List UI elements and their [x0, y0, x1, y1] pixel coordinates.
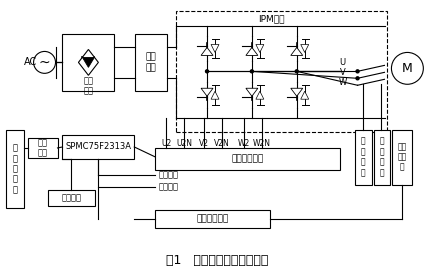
- Text: M: M: [401, 62, 412, 75]
- Text: 电流检测: 电流检测: [158, 170, 178, 179]
- Text: 整流
电路: 整流 电路: [83, 76, 93, 96]
- Text: 图1   变频调速系统结构框图: 图1 变频调速系统结构框图: [165, 254, 268, 267]
- Text: V2: V2: [199, 140, 209, 148]
- Polygon shape: [245, 47, 257, 56]
- Text: 电压检测: 电压检测: [158, 182, 178, 191]
- Circle shape: [355, 77, 358, 80]
- Polygon shape: [210, 91, 218, 99]
- Text: 霍
尔
元
件: 霍 尔 元 件: [359, 137, 364, 177]
- Text: U2: U2: [161, 140, 171, 148]
- Text: U2N: U2N: [176, 140, 192, 148]
- Polygon shape: [300, 91, 308, 99]
- Circle shape: [355, 70, 358, 73]
- Text: 霍
尔
元
件: 霍 尔 元 件: [378, 137, 383, 177]
- Text: U: U: [339, 58, 345, 67]
- Bar: [135, 33, 167, 91]
- Bar: [373, 130, 390, 185]
- Bar: [47, 190, 95, 206]
- Polygon shape: [255, 91, 263, 99]
- Bar: [62, 33, 114, 91]
- Bar: [6, 130, 23, 208]
- Bar: [155, 148, 339, 170]
- Text: W: W: [338, 78, 346, 87]
- Circle shape: [250, 70, 253, 73]
- Bar: [155, 210, 269, 228]
- Circle shape: [205, 70, 208, 73]
- Text: 编码
器测
速: 编码 器测 速: [397, 142, 406, 172]
- Polygon shape: [290, 47, 302, 56]
- Text: IPM模块: IPM模块: [258, 14, 284, 23]
- Circle shape: [295, 70, 298, 73]
- Text: V: V: [339, 68, 345, 77]
- Bar: [391, 130, 411, 185]
- Polygon shape: [82, 57, 94, 67]
- Text: W2N: W2N: [252, 140, 270, 148]
- Polygon shape: [201, 88, 213, 96]
- Text: 滤波
电路: 滤波 电路: [145, 53, 156, 72]
- Text: 串口
通信: 串口 通信: [37, 138, 47, 158]
- Polygon shape: [201, 47, 213, 56]
- Text: V2N: V2N: [214, 140, 229, 148]
- Text: AC: AC: [24, 57, 37, 68]
- Polygon shape: [245, 88, 257, 96]
- Circle shape: [391, 52, 422, 84]
- Bar: [62, 135, 134, 159]
- Circle shape: [33, 51, 56, 73]
- Polygon shape: [255, 44, 263, 52]
- Polygon shape: [78, 49, 98, 75]
- Text: 光耦隔离电路: 光耦隔离电路: [231, 154, 263, 163]
- Bar: [27, 138, 57, 158]
- Polygon shape: [290, 88, 302, 96]
- Text: W2: W2: [237, 140, 250, 148]
- Polygon shape: [210, 44, 218, 52]
- Text: 数码显示: 数码显示: [61, 193, 81, 202]
- Bar: [176, 11, 387, 132]
- Text: SPMC75F2313A: SPMC75F2313A: [65, 143, 131, 151]
- Polygon shape: [300, 44, 308, 52]
- Bar: [354, 130, 371, 185]
- Text: 上
位
机
控
制: 上 位 机 控 制: [12, 144, 17, 194]
- Text: 脉冲整形电路: 脉冲整形电路: [196, 214, 228, 223]
- Text: ~: ~: [39, 56, 50, 69]
